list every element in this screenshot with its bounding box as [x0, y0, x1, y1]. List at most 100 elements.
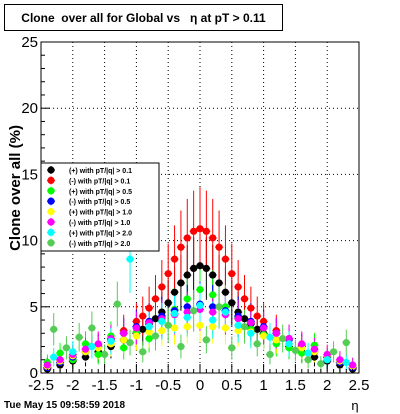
data-point: [183, 323, 191, 331]
data-point: [285, 340, 293, 348]
legend-marker: [47, 208, 55, 216]
data-point: [158, 327, 166, 335]
data-point: [209, 271, 217, 279]
data-point: [177, 279, 185, 287]
x-tick-label: 0.5: [221, 377, 242, 394]
data-point: [209, 308, 217, 316]
legend-entry-label: (+) with pT/|q| > 1.0: [69, 210, 132, 217]
data-point: [202, 336, 210, 344]
data-point: [158, 283, 166, 291]
legend: (+) with pT/|q| > 0.1 (-) with pT/|q| > 0…: [40, 162, 160, 252]
data-point: [88, 342, 96, 351]
data-point: [240, 323, 249, 331]
data-point: [107, 337, 115, 345]
data-point: [88, 324, 96, 332]
data-point: [139, 312, 147, 320]
legend-marker: [47, 197, 55, 205]
data-point: [209, 303, 217, 311]
data-point: [177, 342, 185, 351]
x-tick-label: 2: [323, 377, 331, 394]
data-point: [221, 255, 230, 263]
y-tick-label: 0: [30, 365, 38, 382]
data-point: [349, 361, 357, 369]
y-axis-label: Clone over all (%): [7, 125, 24, 251]
legend-entry-label: (+) with pT/|q| > 0.5: [69, 189, 132, 196]
data-point: [190, 264, 198, 273]
data-point: [323, 356, 331, 364]
data-point: [81, 353, 90, 361]
y-tick-label: 15: [21, 166, 38, 183]
data-point: [228, 344, 236, 352]
data-point: [164, 321, 172, 329]
data-point: [196, 262, 204, 270]
data-point: [304, 349, 312, 357]
x-tick-label: 1: [259, 377, 267, 394]
data-point: [132, 324, 140, 332]
data-point: [101, 350, 109, 359]
data-point: [253, 340, 261, 348]
data-point: [196, 225, 204, 233]
data-point: [215, 303, 223, 311]
data-point: [81, 345, 90, 353]
data-point: [113, 300, 121, 308]
data-point: [221, 288, 230, 296]
data-point: [253, 325, 261, 333]
legend-entry-label: (-) with pT/|q| > 0.5: [69, 199, 130, 206]
data-point: [170, 309, 179, 318]
data-point: [221, 324, 230, 332]
data-point: [62, 344, 71, 352]
data-point: [183, 303, 191, 311]
legend-entry-label: (-) with pT/|q| > 0.1: [69, 178, 130, 185]
data-point: [120, 336, 128, 344]
data-point: [221, 308, 230, 316]
data-point: [183, 308, 191, 316]
data-point: [234, 327, 242, 335]
legend-box: [40, 162, 160, 252]
data-point: [177, 243, 185, 251]
data-point: [336, 356, 344, 364]
data-point: [209, 234, 217, 242]
data-point: [209, 323, 217, 331]
legend-marker: [47, 228, 55, 236]
data-point: [120, 329, 128, 337]
data-point: [260, 332, 268, 340]
data-point: [170, 324, 179, 332]
data-point: [126, 255, 134, 263]
data-markers: [43, 225, 357, 373]
data-point: [247, 329, 255, 337]
data-point: [209, 291, 217, 299]
legend-marker: [47, 218, 55, 226]
data-point: [215, 243, 223, 251]
data-point: [183, 234, 191, 242]
x-tick-label: -2.5: [28, 377, 54, 394]
data-point: [247, 304, 255, 312]
data-point: [266, 350, 274, 359]
data-point: [94, 340, 102, 348]
y-tick-label: 25: [21, 34, 38, 51]
data-point: [56, 356, 64, 364]
data-point: [234, 315, 242, 323]
data-point: [228, 270, 236, 278]
data-point: [342, 358, 350, 367]
data-point: [266, 333, 274, 341]
data-point: [170, 288, 179, 296]
data-point: [183, 313, 191, 321]
legend-marker: [47, 176, 55, 184]
chart-title: Clone over all for Global vs η at pT > 0…: [4, 4, 283, 31]
data-point: [196, 301, 204, 310]
data-point: [120, 344, 128, 352]
legend-entry-label: (+) with pT/|q| > 0.1: [69, 168, 132, 175]
legend-entry-label: (-) with pT/|q| > 2.0: [69, 241, 130, 248]
data-point: [342, 338, 350, 347]
data-point: [247, 319, 255, 327]
data-point: [145, 328, 153, 336]
data-point: [298, 349, 306, 357]
data-point: [260, 317, 268, 325]
data-point: [145, 334, 153, 343]
data-point: [202, 264, 210, 273]
data-point: [145, 323, 153, 331]
data-point: [209, 316, 217, 324]
data-point: [50, 353, 58, 361]
data-point: [170, 255, 179, 263]
